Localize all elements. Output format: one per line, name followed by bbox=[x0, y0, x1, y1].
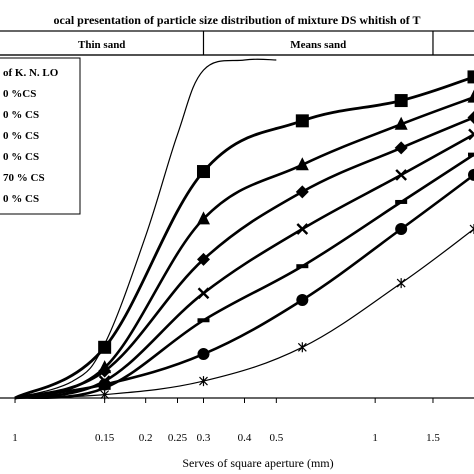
legend-box bbox=[0, 57, 81, 215]
x-tick-label: 0.4 bbox=[238, 432, 252, 444]
series-line bbox=[14, 116, 474, 400]
series-line bbox=[14, 133, 474, 400]
circle-marker bbox=[296, 293, 309, 306]
star-marker bbox=[199, 376, 208, 387]
series-line bbox=[14, 153, 474, 400]
legend-entry: 70 % CS bbox=[3, 172, 45, 184]
star-marker bbox=[297, 342, 307, 353]
legend: of K. N. LO 0 %CS 0 % CS 0 % CS 0 % CS 70 % C… bbox=[0, 57, 81, 215]
plot-area bbox=[0, 54, 474, 400]
star-marker bbox=[396, 278, 406, 289]
legend-entry: of K. N. LO bbox=[3, 67, 59, 79]
square-marker bbox=[98, 340, 112, 354]
x-tick-label: 0.15 bbox=[95, 432, 115, 444]
square-marker bbox=[295, 114, 309, 128]
chart-title: ocal presentation of particle size distr… bbox=[54, 13, 421, 27]
legend-entry: 0 % CS bbox=[3, 193, 39, 205]
star-marker bbox=[100, 389, 110, 400]
x-axis-ticks: 1 0.15 0.2 0.25 0.3 0.4 0.5 1 1.5 bbox=[12, 398, 440, 444]
x-marker bbox=[395, 169, 408, 181]
triangle-marker bbox=[196, 211, 210, 225]
circle-marker bbox=[197, 348, 210, 361]
series-2 bbox=[14, 89, 474, 400]
dash-marker bbox=[197, 318, 210, 323]
triangle-marker bbox=[394, 116, 408, 130]
x-tick-label: 1 bbox=[372, 432, 378, 444]
band-row-frame bbox=[0, 30, 474, 56]
diamond-marker bbox=[394, 141, 408, 155]
x-axis-label: Serves of square aperture (mm) bbox=[182, 456, 333, 470]
legend-entry: 0 % CS bbox=[3, 151, 39, 163]
series-4 bbox=[14, 128, 474, 400]
diamond-marker bbox=[196, 252, 210, 266]
series-1 bbox=[14, 70, 474, 400]
series-3 bbox=[14, 110, 474, 400]
x-tick-label: 1.5 bbox=[426, 432, 440, 444]
circle-marker bbox=[468, 168, 474, 181]
x-tick-label: 1 bbox=[12, 432, 18, 444]
legend-entry: 0 % CS bbox=[3, 130, 39, 142]
x-marker bbox=[296, 223, 309, 235]
square-marker bbox=[467, 70, 474, 84]
triangle-marker bbox=[295, 157, 309, 171]
series-0 bbox=[14, 58, 277, 399]
band-label: Means sand bbox=[290, 39, 346, 51]
square-marker bbox=[196, 165, 210, 179]
band-label: Thin sand bbox=[78, 39, 125, 51]
x-tick-label: 0.2 bbox=[139, 432, 153, 444]
x-tick-label: 0.3 bbox=[197, 432, 211, 444]
dash-marker bbox=[395, 199, 408, 204]
series-6 bbox=[14, 168, 474, 400]
series-line bbox=[14, 58, 277, 399]
square-marker bbox=[394, 94, 408, 108]
diamond-marker bbox=[467, 110, 474, 124]
series-line bbox=[14, 228, 474, 399]
circle-marker bbox=[98, 378, 111, 391]
dash-marker bbox=[468, 152, 474, 157]
diamond-marker bbox=[98, 364, 112, 378]
diamond-marker bbox=[295, 185, 309, 199]
legend-entry: 0 %CS bbox=[3, 88, 36, 100]
circle-marker bbox=[395, 223, 408, 235]
triangle-marker bbox=[467, 89, 474, 103]
legend-entry: 0 % CS bbox=[3, 109, 39, 121]
x-tick-label: 0.5 bbox=[269, 432, 283, 444]
x-marker bbox=[468, 128, 474, 141]
star-marker bbox=[469, 224, 474, 234]
x-tick-label: 0.25 bbox=[168, 432, 188, 444]
dash-marker bbox=[296, 264, 309, 269]
x-marker bbox=[197, 287, 210, 300]
series-line bbox=[14, 95, 474, 400]
plot-frame bbox=[0, 54, 474, 399]
series-7 bbox=[14, 224, 474, 400]
size-band-row: Thin sand Means sand bbox=[0, 30, 474, 56]
